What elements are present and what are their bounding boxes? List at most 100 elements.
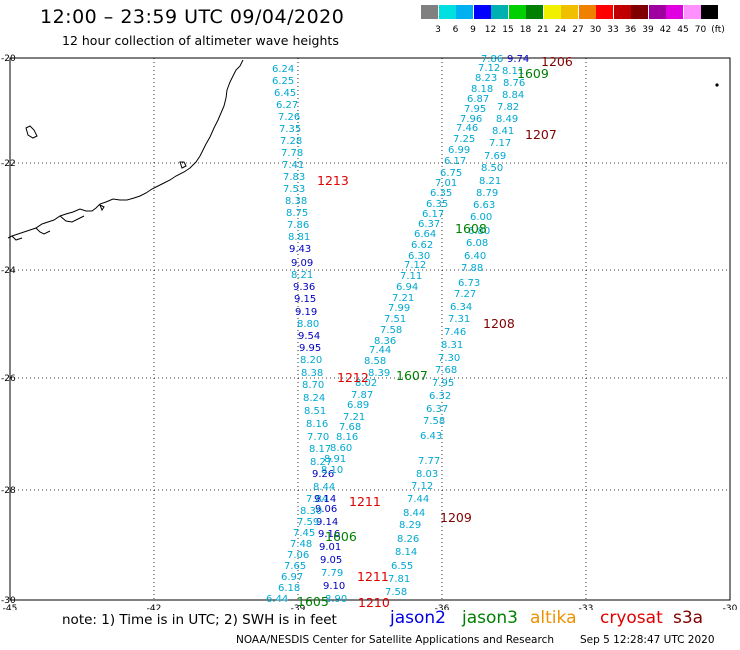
swh-label: 8.81 — [288, 232, 310, 243]
map-grid — [9, 57, 731, 601]
color-scale-label: 3 — [435, 25, 441, 35]
swh-label: 6.27 — [276, 100, 298, 111]
swh-label: 9.14 — [316, 517, 338, 528]
coastline-island-4 — [715, 83, 719, 87]
swh-label: 8.20 — [300, 355, 322, 366]
swh-label: 6.17 — [422, 209, 444, 220]
swh-label: 8.16 — [336, 432, 358, 443]
pass-time-label: 1209 — [440, 510, 472, 525]
swh-label: 8.44 — [403, 508, 425, 519]
lat-tick-label: -24 — [1, 266, 16, 276]
swh-label: 8.38 — [301, 368, 323, 379]
pass-time-label: 1608 — [455, 221, 487, 236]
swh-label: 7.21 — [392, 293, 414, 304]
color-scale-label: 36 — [624, 25, 637, 35]
map-frame — [9, 57, 731, 601]
swh-label: 8.44 — [313, 482, 335, 493]
swh-label: 6.62 — [411, 240, 433, 251]
swh-label: 7.17 — [489, 138, 511, 149]
color-swatch — [438, 5, 456, 19]
swh-label: 7.79 — [321, 568, 343, 579]
swh-label: 7.81 — [388, 574, 410, 585]
swh-label: 8.31 — [441, 340, 463, 351]
coastline-island-1 — [25, 125, 38, 139]
swh-label: 7.58 — [385, 587, 407, 598]
swh-label: 8.11 — [502, 66, 524, 77]
swh-label: 7.53 — [283, 184, 305, 195]
swh-label: 6.45 — [274, 88, 296, 99]
swh-label: 7.82 — [497, 102, 519, 113]
swh-label: 6.00 — [470, 212, 492, 223]
color-swatch — [666, 5, 683, 19]
swh-label: 8.36 — [374, 336, 396, 347]
pass-time-label: 1208 — [483, 316, 515, 331]
lon-tick-label: -42 — [147, 604, 162, 610]
pass-time-label: 1606 — [325, 529, 357, 544]
swh-label: 6.75 — [440, 168, 462, 179]
lon-tick-label: -39 — [291, 604, 306, 610]
swh-label: 8.84 — [502, 90, 524, 101]
swh-label: 7.28 — [280, 136, 302, 147]
pass-time-label: 1207 — [525, 127, 557, 142]
lat-tick-label: -28 — [1, 486, 16, 496]
swh-label: 7.12 — [478, 63, 500, 74]
swh-label: 6.17 — [444, 156, 466, 167]
swh-label: 6.87 — [467, 94, 489, 105]
pass-time-label: 1211 — [357, 569, 389, 584]
color-swatch — [543, 5, 561, 19]
swh-label: 6.55 — [391, 561, 413, 572]
swh-label: 6.30 — [408, 251, 430, 262]
color-scale-label: 15 — [502, 25, 514, 35]
swh-label: 6.80 — [468, 226, 490, 237]
pass-time-label: 1609 — [517, 66, 549, 81]
swh-label: 7.12 — [411, 481, 433, 492]
color-scale-label: 42 — [659, 25, 672, 35]
color-swatch — [421, 5, 438, 19]
swh-label: 7.26 — [278, 112, 300, 123]
swh-label: 7.46 — [444, 327, 466, 338]
swh-label: 7.70 — [307, 432, 329, 443]
swh-labels: 6.246.256.456.277.267.357.287.787.417.83… — [266, 54, 529, 605]
axis-labels: -45 -42 -39 -36 -33 -30 -20 -22 -24 -26 -28 -30 — [1, 54, 738, 610]
swh-label: 7.99 — [388, 303, 410, 314]
color-swatch — [701, 5, 718, 19]
pass-time-label: 1607 — [396, 368, 428, 383]
color-scale-label: 45 — [677, 25, 689, 35]
legend-altika: altika — [530, 608, 577, 628]
swh-label: 9.06 — [315, 504, 337, 515]
swh-label: 7.59 — [297, 517, 319, 528]
swh-label: 7.45 — [293, 528, 315, 539]
swh-label: 7.01 — [435, 178, 457, 189]
swh-label: 9.05 — [320, 555, 342, 566]
color-swatch — [631, 5, 648, 19]
swh-label: 7.48 — [290, 539, 312, 550]
lon-tick-label: -45 — [3, 604, 18, 610]
swh-label: 7.27 — [454, 289, 476, 300]
legend-jason3: jason3 — [462, 608, 518, 628]
color-swatch — [473, 5, 491, 19]
swh-label: 6.24 — [272, 64, 294, 75]
swh-label: 7.68 — [339, 422, 361, 433]
color-scale-label: 24 — [554, 25, 567, 35]
swh-label: 6.44 — [266, 594, 288, 605]
color-swatch — [561, 5, 578, 19]
color-scale-label: 30 — [589, 25, 602, 35]
swh-label: 7.96 — [460, 114, 482, 125]
swh-label: 7.95 — [432, 378, 454, 389]
swh-label: 8.39 — [368, 368, 390, 379]
legend-s3a: s3a — [673, 608, 704, 628]
swh-label: 6.37 — [418, 219, 440, 230]
swh-label: 6.64 — [414, 229, 436, 240]
color-scale-label: 6 — [452, 25, 459, 35]
swh-label: 8.49 — [496, 114, 518, 125]
swh-label: 8.30 — [300, 506, 322, 517]
swh-label: 8.23 — [475, 73, 497, 84]
swh-label: 7.58 — [380, 325, 402, 336]
color-scale-label: (ft) — [711, 25, 725, 35]
legend-jason2: jason2 — [390, 608, 446, 628]
swh-label: 8.91 — [324, 454, 346, 465]
color-swatch — [508, 5, 526, 19]
swh-label: 7.68 — [435, 365, 457, 376]
swh-label: 9.16 — [318, 529, 340, 540]
swh-label: 9.01 — [319, 542, 341, 553]
